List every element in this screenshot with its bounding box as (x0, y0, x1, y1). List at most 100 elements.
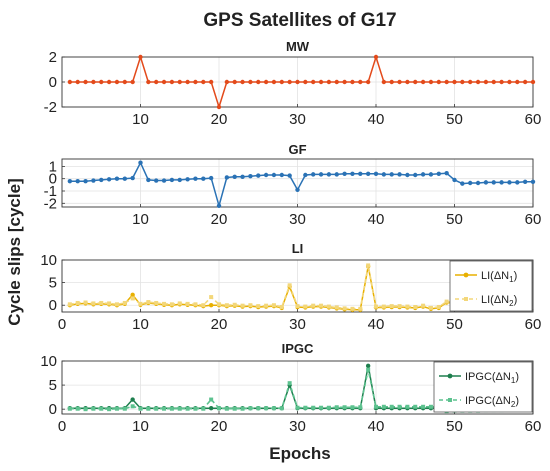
data-point (130, 296, 135, 301)
data-point (365, 171, 371, 176)
data-point (271, 406, 276, 411)
data-point (515, 180, 520, 185)
data-point (185, 177, 190, 182)
data-point (475, 180, 481, 186)
data-point (99, 406, 104, 411)
data-point (397, 404, 402, 409)
data-point (326, 172, 332, 177)
data-point (287, 381, 292, 386)
data-point (130, 79, 135, 85)
data-point (146, 300, 151, 305)
x-tick-label: 60 (525, 211, 542, 228)
data-point (256, 173, 261, 178)
data-point (342, 405, 347, 410)
data-point (216, 104, 222, 110)
legend-li: LI(ΔN1) LI(ΔN2) (449, 260, 533, 312)
data-point (271, 303, 276, 308)
data-point (264, 303, 269, 308)
data-point (91, 301, 96, 306)
data-point (381, 404, 386, 409)
data-point (208, 406, 214, 411)
legend-box (433, 361, 533, 413)
x-tick-label: 20 (211, 111, 228, 128)
data-point (232, 406, 237, 411)
data-point (358, 405, 363, 410)
data-point (122, 300, 127, 305)
x-tick-label: 40 (368, 211, 385, 228)
data-point (67, 406, 72, 411)
data-point (106, 177, 112, 182)
data-point (350, 306, 355, 311)
data-point (311, 79, 316, 85)
data-point (169, 79, 175, 85)
data-point (67, 178, 73, 184)
data-point (99, 79, 104, 85)
x-tick-label: 30 (289, 211, 306, 228)
data-point (83, 178, 88, 184)
legend-swatch-marker (464, 297, 468, 301)
subplot-title-li: LI (292, 241, 304, 256)
data-point (224, 303, 229, 308)
x-tick-label: 40 (368, 111, 385, 128)
data-point (326, 79, 332, 85)
data-point (248, 79, 253, 85)
y-axis-label: Cycle slips [cycle] (5, 178, 24, 325)
data-point (114, 176, 120, 181)
data-point (499, 180, 504, 185)
data-point (303, 172, 308, 178)
x-tick-label: 10 (132, 316, 149, 333)
data-point (515, 79, 520, 85)
data-point (413, 172, 418, 178)
data-point (138, 301, 143, 306)
data-point (177, 177, 182, 183)
data-point (303, 405, 308, 410)
legend-label: IPGC(ΔN2) (465, 395, 519, 409)
data-point (468, 180, 473, 186)
x-tick-label: 50 (446, 111, 463, 128)
data-point (397, 79, 402, 85)
data-point (224, 79, 230, 85)
data-point (99, 300, 104, 305)
data-point (114, 406, 119, 411)
x-tick-label: 60 (525, 111, 542, 128)
legend-swatch-marker (447, 373, 453, 379)
data-point (271, 79, 277, 85)
y-tick-label: 5 (49, 275, 57, 292)
data-point (106, 79, 112, 85)
data-point (311, 303, 316, 308)
data-point (460, 79, 465, 85)
data-point (319, 303, 324, 308)
data-point (67, 302, 72, 307)
data-point (75, 300, 80, 305)
data-point (91, 79, 96, 85)
x-tick-label: 20 (211, 316, 228, 333)
data-point (264, 406, 269, 411)
data-point (185, 301, 190, 306)
data-point (405, 172, 410, 178)
data-point (436, 171, 441, 176)
data-point (279, 172, 284, 178)
data-point (318, 172, 324, 177)
data-point (389, 79, 394, 85)
x-tick-label: 60 (525, 316, 542, 333)
legend-label: LI(ΔN2) (481, 294, 517, 308)
legend-ipgc: IPGC(ΔN1) IPGC(ΔN2) (433, 361, 533, 413)
data-point (303, 79, 308, 85)
x-tick-label: 60 (525, 418, 542, 435)
data-point (209, 397, 214, 402)
data-point (358, 171, 363, 176)
data-point (201, 406, 206, 411)
data-point (177, 79, 182, 85)
x-tick-label: 20 (211, 418, 228, 435)
data-point (311, 405, 316, 410)
data-point (421, 404, 426, 409)
data-point (130, 404, 135, 409)
data-point (381, 304, 386, 309)
data-point (193, 176, 198, 181)
data-point (452, 79, 457, 85)
data-point (475, 79, 481, 85)
data-point (460, 181, 465, 186)
x-axis-label: Epochs (269, 444, 330, 463)
x-tick-label: 0 (58, 418, 66, 435)
